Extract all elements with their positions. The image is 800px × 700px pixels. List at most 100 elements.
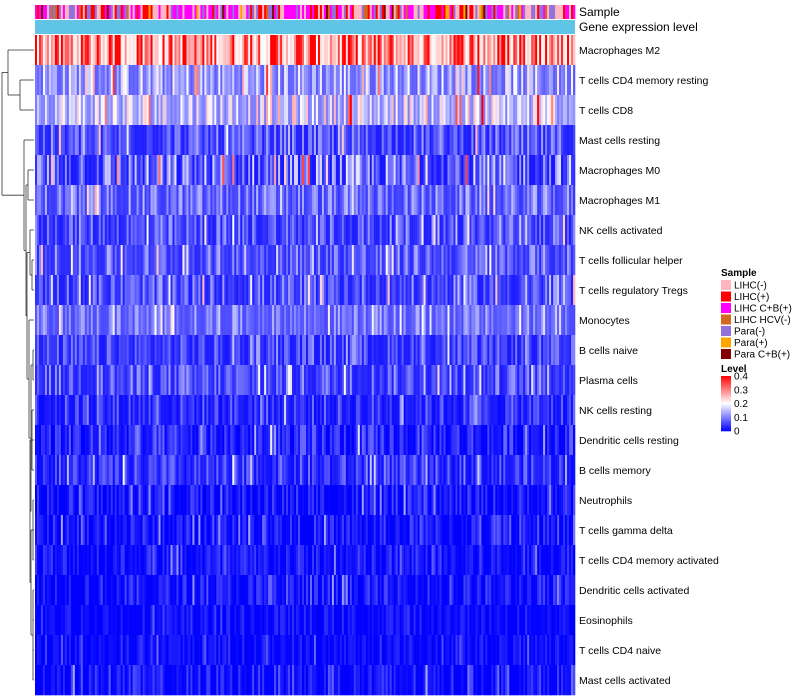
heatmap-cell [218,455,221,486]
heatmap-cell [226,275,229,306]
heatmap-cell [204,95,207,126]
heatmap-cell [487,215,490,246]
heatmap-cell [156,425,159,456]
heatmap-cell [559,485,562,516]
heatmap-cell [539,95,542,126]
heatmap-cell [172,365,175,396]
heatmap-cell [505,425,508,456]
heatmap-cell [124,245,127,276]
sample-annotation-cell [409,5,412,19]
heatmap-cell [389,65,392,96]
sample-annotation-cell [192,5,195,19]
heatmap-cell [306,455,309,486]
heatmap-cell [509,485,512,516]
heatmap-cell [150,455,153,486]
heatmap-cell [304,455,307,486]
heatmap-cell [523,155,526,186]
heatmap-cell [357,35,361,66]
heatmap-cell [170,65,173,96]
heatmap-cell [46,545,50,576]
heatmap-cell [90,515,94,546]
heatmap-cell [387,485,390,516]
heatmap-cell [112,65,115,96]
heatmap-cell [92,425,96,456]
heatmap-cell [48,215,52,246]
heatmap-cell [258,65,261,96]
heatmap-cell [306,515,309,546]
heatmap-cell [126,455,129,486]
heatmap-cell [36,395,40,426]
heatmap-cell [138,425,141,456]
heatmap-cell [112,395,115,426]
heatmap-cell [389,35,392,66]
heatmap-cell [230,125,233,156]
sample-annotation-cell [128,5,131,19]
heatmap-cell [180,35,183,66]
heatmap-cell [333,335,337,366]
heatmap-cell [375,155,379,186]
heatmap-cell [168,395,171,426]
heatmap-cell [186,455,189,486]
heatmap-cell [132,365,135,396]
heatmap-cell [339,485,343,516]
heatmap-cell [174,365,177,396]
heatmap-cell [48,65,52,96]
heatmap-cell [72,35,76,66]
heatmap-cell [343,425,347,456]
heatmap-cell [557,305,560,336]
heatmap-cell [98,545,102,576]
heatmap-cell [142,485,145,516]
heatmap-cell [58,155,62,186]
heatmap-cell [433,425,436,456]
heatmap-cell [453,125,456,156]
heatmap-cell [435,185,438,216]
heatmap-cell [487,515,490,546]
heatmap-cell [154,125,157,156]
heatmap-cell [571,155,574,186]
heatmap-cell [160,485,163,516]
heatmap-cell [226,215,229,246]
heatmap-cell [292,425,295,456]
heatmap-cell [519,245,522,276]
heatmap-cell [290,215,293,246]
heatmap-cell [441,65,444,96]
heatmap-cell [160,215,163,246]
heatmap-cell [353,35,357,66]
sample-annotation-cell [489,5,492,19]
heatmap-cell [463,185,466,216]
heatmap-cell [543,485,546,516]
heatmap-cell [407,455,410,486]
sample-annotation-cell [307,5,311,19]
heatmap-cell [489,245,492,276]
heatmap-cell [130,485,133,516]
heatmap-cell [439,95,442,126]
heatmap-cell [535,185,538,216]
heatmap-cell [319,275,323,306]
heatmap-cell [311,335,315,366]
sample-annotation-cell [70,5,74,19]
heatmap-cell [46,395,50,426]
heatmap-cell [114,215,117,246]
heatmap-cell [292,515,295,546]
heatmap-cell [36,485,40,516]
heatmap-cell [270,515,273,546]
heatmap-cell [156,305,159,336]
heatmap-cell [250,425,253,456]
heatmap-cell [357,185,361,216]
heatmap-cell [208,125,211,156]
sample-annotation-cell [385,5,388,19]
heatmap-cell [172,395,175,426]
heatmap-cell [35,545,38,576]
heatmap-cell [425,125,428,156]
heatmap-cell [128,305,131,336]
heatmap-cell [184,125,187,156]
heatmap-cell [541,365,544,396]
heatmap-cell [164,185,167,216]
heatmap-cell [138,335,141,366]
heatmap-cell [74,95,78,126]
heatmap-cell [501,65,504,96]
heatmap-cell [140,125,143,156]
heatmap-cell [399,305,402,336]
heatmap-cell [244,275,247,306]
heatmap-cell [284,125,287,156]
